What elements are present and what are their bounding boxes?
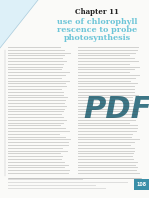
Bar	[8, 72, 70, 73]
Bar	[78, 55, 131, 56]
Bar	[8, 58, 63, 59]
Text: rescence to probe: rescence to probe	[57, 26, 137, 34]
Bar	[78, 142, 135, 143]
Bar	[8, 111, 64, 112]
Bar	[78, 64, 130, 65]
Bar	[78, 95, 139, 96]
Bar	[8, 67, 63, 68]
Bar	[78, 153, 134, 154]
Bar	[78, 109, 138, 110]
Bar	[8, 114, 62, 115]
Bar	[78, 128, 138, 129]
Polygon shape	[0, 0, 38, 48]
Bar	[8, 159, 62, 160]
Bar	[8, 86, 67, 87]
Bar	[8, 103, 65, 104]
Bar	[78, 148, 135, 149]
Text: 108: 108	[136, 182, 147, 187]
Bar	[8, 120, 67, 121]
Bar	[78, 75, 141, 76]
Bar	[8, 69, 62, 70]
Bar	[8, 134, 60, 135]
Bar	[78, 92, 135, 93]
Bar	[8, 95, 64, 96]
Bar	[8, 170, 70, 171]
Bar	[78, 156, 133, 157]
Bar	[8, 125, 61, 126]
Bar	[78, 72, 130, 73]
Bar	[134, 179, 149, 190]
Bar	[8, 167, 65, 168]
Bar	[8, 50, 65, 51]
Bar	[8, 173, 69, 174]
Bar	[78, 86, 135, 87]
Bar	[78, 67, 140, 68]
Bar	[8, 97, 68, 98]
Bar	[78, 167, 138, 168]
Bar	[78, 89, 135, 90]
Bar	[8, 137, 66, 138]
Bar	[8, 64, 64, 65]
Bar	[78, 69, 135, 70]
Bar	[78, 165, 136, 166]
Bar	[8, 117, 65, 118]
Text: use of chlorophyll: use of chlorophyll	[57, 18, 137, 26]
Bar	[8, 162, 65, 163]
Bar	[78, 125, 138, 126]
Bar	[8, 148, 63, 149]
Bar	[8, 100, 66, 101]
Bar	[78, 58, 135, 59]
Bar	[8, 83, 66, 84]
Bar	[78, 83, 138, 84]
Bar	[78, 106, 134, 107]
Text: Chapter 11: Chapter 11	[75, 8, 119, 16]
Bar	[8, 123, 64, 124]
Bar	[8, 185, 96, 186]
Bar	[78, 170, 137, 171]
Bar	[8, 106, 67, 107]
Bar	[8, 145, 69, 146]
Bar	[78, 162, 138, 163]
Text: PDF: PDF	[84, 95, 149, 125]
Bar	[78, 173, 140, 174]
Bar	[78, 103, 134, 104]
Bar	[8, 151, 68, 152]
Bar	[78, 131, 137, 132]
Bar	[78, 78, 136, 79]
Bar	[78, 151, 135, 152]
Bar	[78, 145, 131, 146]
Bar	[8, 61, 67, 62]
Text: photosynthesis: photosynthesis	[63, 34, 131, 42]
Bar	[8, 179, 83, 180]
Bar	[8, 128, 66, 129]
Bar	[78, 47, 139, 48]
Bar	[8, 92, 64, 93]
Bar	[78, 134, 133, 135]
Bar	[8, 142, 69, 143]
Polygon shape	[0, 0, 38, 48]
Bar	[78, 61, 139, 62]
Bar	[78, 159, 134, 160]
Bar	[8, 55, 65, 56]
Bar	[78, 50, 138, 51]
Bar	[78, 117, 135, 118]
Bar	[78, 97, 133, 98]
Bar	[8, 47, 60, 48]
Bar	[78, 137, 132, 138]
Bar	[8, 139, 71, 140]
Bar	[8, 81, 70, 82]
Bar	[8, 75, 66, 76]
Bar	[8, 78, 62, 79]
Bar	[78, 53, 136, 54]
Bar	[78, 114, 138, 115]
Bar	[78, 81, 131, 82]
Bar	[78, 100, 133, 101]
Bar	[78, 123, 130, 124]
Bar	[8, 188, 107, 189]
Bar	[8, 153, 61, 154]
Bar	[8, 156, 63, 157]
Bar	[78, 120, 136, 121]
Bar	[8, 89, 62, 90]
Bar	[8, 165, 69, 166]
